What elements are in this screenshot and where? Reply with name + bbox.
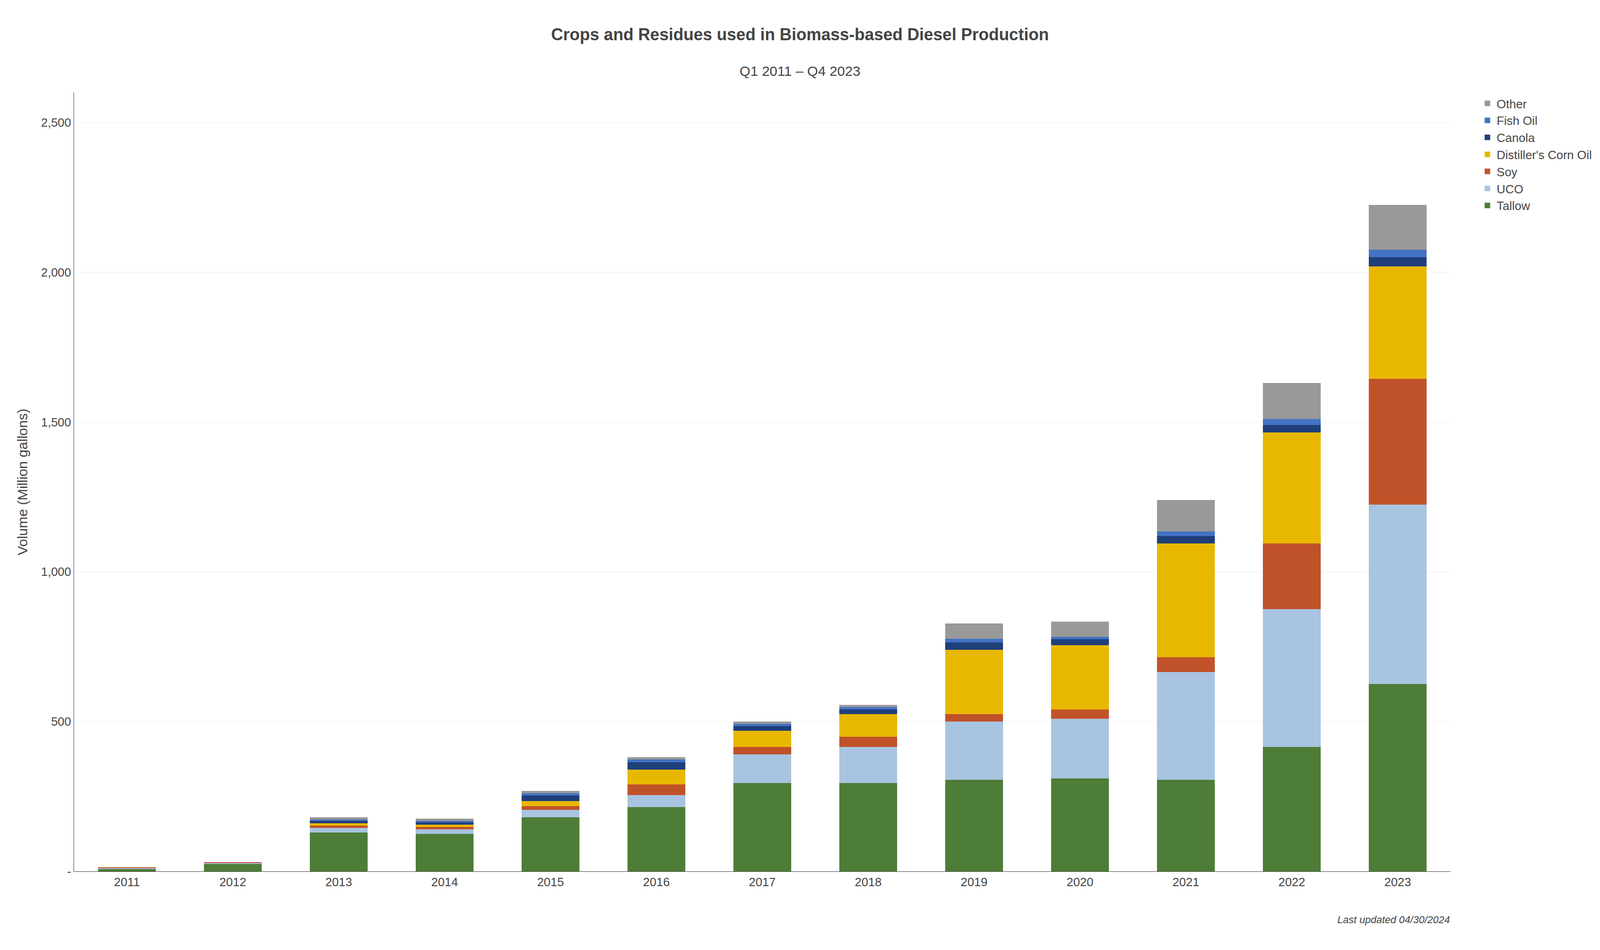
svg-text:2012: 2012 <box>219 874 247 889</box>
svg-text:2016: 2016 <box>643 874 671 889</box>
svg-text:2020: 2020 <box>1066 874 1094 889</box>
svg-text:Soy: Soy <box>1496 165 1518 179</box>
svg-text:2021: 2021 <box>1172 874 1200 889</box>
svg-text:2022: 2022 <box>1278 874 1306 889</box>
svg-text:Distiller's Corn Oil: Distiller's Corn Oil <box>1496 147 1593 162</box>
svg-text:1,500: 1,500 <box>41 415 72 430</box>
svg-text:2018: 2018 <box>855 874 882 889</box>
svg-text:2019: 2019 <box>960 874 988 889</box>
svg-text:2023: 2023 <box>1384 874 1412 889</box>
svg-text:2011: 2011 <box>114 874 141 889</box>
svg-text:2,000: 2,000 <box>41 265 72 280</box>
svg-text:Canola: Canola <box>1496 130 1536 145</box>
svg-text:1,000: 1,000 <box>41 564 72 579</box>
svg-text:2015: 2015 <box>537 874 565 889</box>
svg-text:Tallow: Tallow <box>1496 198 1531 213</box>
svg-text:Crops and Residues used in Bio: Crops and Residues used in Biomass-based… <box>551 24 1049 44</box>
svg-text:2014: 2014 <box>431 874 459 889</box>
svg-text:-: - <box>67 864 72 879</box>
svg-text:Volume (Million gallons): Volume (Million gallons) <box>14 408 31 556</box>
svg-text:Fish Oil: Fish Oil <box>1496 113 1538 128</box>
svg-text:2017: 2017 <box>749 874 776 889</box>
svg-text:Q1 2011 – Q4 2023: Q1 2011 – Q4 2023 <box>739 63 861 79</box>
svg-text:UCO: UCO <box>1496 182 1524 197</box>
svg-text:Last updated 04/30/2024: Last updated 04/30/2024 <box>1337 913 1450 926</box>
svg-text:500: 500 <box>50 714 71 729</box>
svg-text:2013: 2013 <box>325 874 353 889</box>
svg-text:Other: Other <box>1496 97 1527 111</box>
svg-text:2,500: 2,500 <box>41 115 72 130</box>
